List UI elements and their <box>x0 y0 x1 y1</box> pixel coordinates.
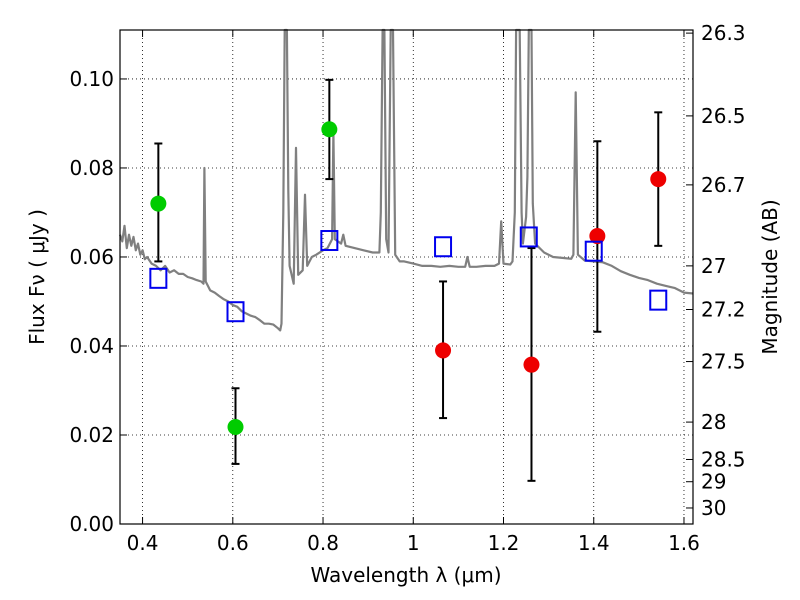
y-right-tick-label: 27.5 <box>701 350 746 374</box>
model-flux-square <box>226 301 245 323</box>
red-data-point <box>650 171 667 188</box>
y-tick-label: 0.04 <box>69 334 114 358</box>
y-tick-label: 0.06 <box>69 245 114 269</box>
x-tick-label: 0.6 <box>217 531 249 555</box>
model-flux-square <box>649 289 668 311</box>
y-right-tick-label: 29 <box>701 470 726 494</box>
green-data-point <box>150 195 167 212</box>
y-tick-label: 0.02 <box>69 423 114 447</box>
photometry-points <box>149 78 668 482</box>
x-tick-label: 1 <box>407 531 420 555</box>
y-right-tick-label: 26.5 <box>701 104 746 128</box>
model-flux-square <box>434 236 453 258</box>
model-flux-square <box>584 240 603 262</box>
y-axis-right-label: Magnitude (AB) <box>758 199 782 354</box>
green-data-point <box>321 121 338 138</box>
y-right-tick-label: 28 <box>701 410 726 434</box>
y-right-tick-label: 26.7 <box>701 173 746 197</box>
model-flux-square <box>149 267 168 289</box>
x-tick-label: 0.8 <box>307 531 339 555</box>
y-right-tick-label: 27.2 <box>701 297 746 321</box>
x-tick-label: 0.4 <box>127 531 159 555</box>
y-tick-label: 0.08 <box>69 156 114 180</box>
model-flux-square <box>519 226 538 248</box>
red-data-point <box>523 356 540 373</box>
x-axis-label: Wavelength λ (μm) <box>310 563 501 587</box>
spectrum-line <box>118 28 694 332</box>
y-right-tick-label: 26.3 <box>701 21 746 45</box>
axis-ticks: 0.4 0.6 0.8 1 1.2 1.4 1.6 0.00 0.02 0.04 0.06 0.08 0… <box>69 21 745 555</box>
model-flux-square <box>320 230 339 252</box>
plot-frame <box>119 29 694 525</box>
y-right-tick-label: 28.5 <box>701 447 746 471</box>
red-data-point <box>589 228 606 245</box>
y-tick-label: 0.10 <box>69 67 114 91</box>
x-tick-label: 1.6 <box>668 531 700 555</box>
x-tick-label: 1.4 <box>578 531 610 555</box>
model-spectrum <box>118 28 694 332</box>
y-tick-label: 0.00 <box>69 512 114 536</box>
green-data-point <box>227 418 244 435</box>
red-data-point <box>435 342 452 359</box>
y-right-tick-label: 30 <box>701 496 726 520</box>
y-right-tick-label: 27 <box>701 254 726 278</box>
y-axis-label: Flux Fν ( μJy ) <box>25 209 49 345</box>
x-tick-label: 1.2 <box>488 531 520 555</box>
